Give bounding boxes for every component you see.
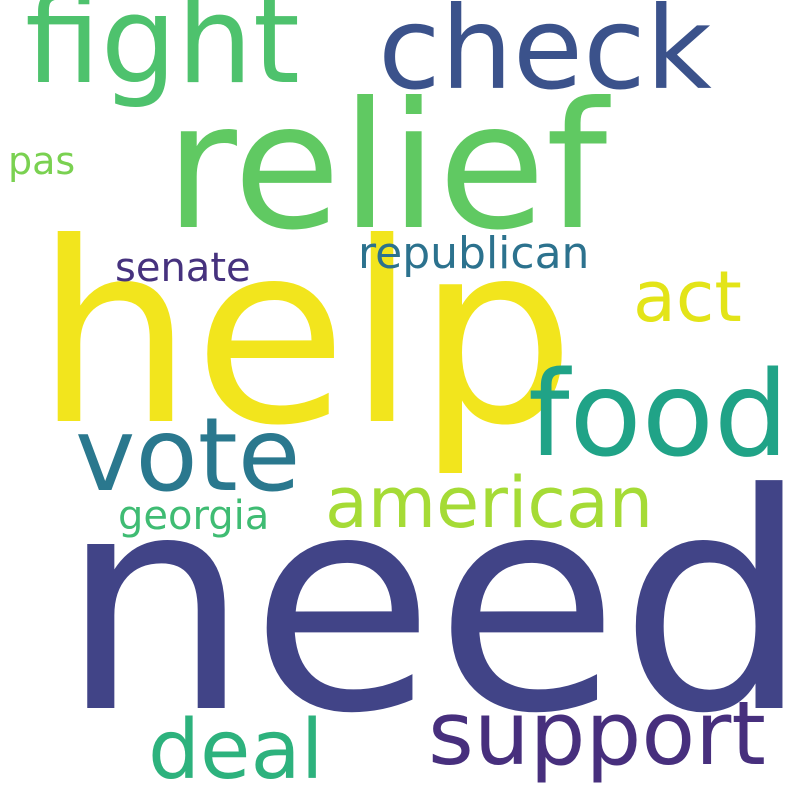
word-help: help: [35, 189, 576, 480]
word-food: food: [528, 345, 789, 483]
word-georgia: georgia: [118, 493, 270, 539]
word-check: check: [378, 0, 712, 115]
word-pas: pas: [8, 139, 76, 183]
word-vote: vote: [75, 396, 301, 515]
word-fight: fight: [25, 0, 300, 111]
word-support: support: [428, 682, 766, 785]
word-republican: republican: [358, 228, 590, 279]
word-senate: senate: [115, 245, 251, 291]
word-relief: relief: [165, 66, 608, 269]
word-deal: deal: [148, 703, 324, 798]
word-act: act: [633, 256, 742, 338]
word-american: american: [325, 462, 654, 544]
word-need: need: [60, 430, 800, 779]
